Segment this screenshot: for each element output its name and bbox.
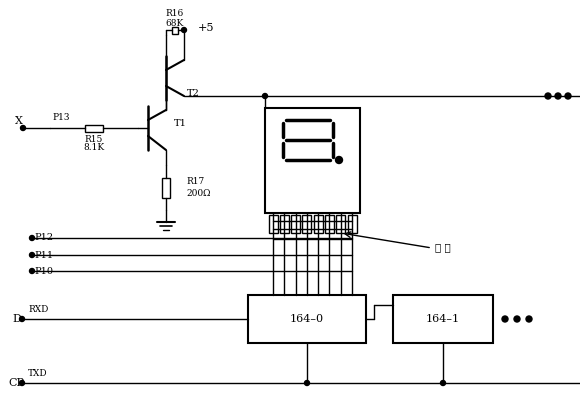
Text: 200Ω: 200Ω (186, 189, 211, 198)
Circle shape (20, 126, 26, 130)
Text: R15: R15 (85, 135, 103, 143)
Bar (302, 215, 311, 233)
Circle shape (555, 93, 561, 99)
Circle shape (263, 93, 267, 99)
Text: P10: P10 (34, 267, 53, 276)
Text: X: X (15, 116, 23, 126)
Text: R16: R16 (166, 10, 184, 19)
Circle shape (30, 269, 34, 274)
Circle shape (182, 27, 187, 32)
Bar (325, 215, 334, 233)
Text: CP: CP (8, 378, 24, 388)
Bar (172, 27, 179, 34)
Text: 164–0: 164–0 (290, 314, 324, 324)
Bar (162, 177, 170, 198)
Bar (291, 215, 300, 233)
Circle shape (514, 316, 520, 322)
Circle shape (30, 252, 34, 257)
Text: R17: R17 (186, 177, 204, 187)
Circle shape (526, 316, 532, 322)
Text: P11: P11 (34, 250, 53, 259)
Circle shape (30, 236, 34, 240)
Text: 68K: 68K (166, 19, 184, 27)
Circle shape (20, 316, 24, 322)
Circle shape (502, 316, 508, 322)
Text: 164–1: 164–1 (426, 314, 460, 324)
Text: 8.1K: 8.1K (84, 143, 104, 152)
Circle shape (545, 93, 551, 99)
Bar (265, 108, 360, 213)
Text: RXD: RXD (28, 305, 48, 314)
Text: +5: +5 (198, 23, 215, 33)
Text: T2: T2 (187, 88, 200, 97)
Text: TXD: TXD (28, 368, 48, 377)
Circle shape (565, 93, 571, 99)
Bar (347, 215, 357, 233)
Text: T1: T1 (174, 118, 187, 128)
Circle shape (335, 156, 343, 164)
Text: P12: P12 (34, 234, 53, 242)
Text: D: D (12, 314, 21, 324)
Circle shape (440, 381, 445, 385)
Bar (280, 215, 289, 233)
Bar (393, 295, 493, 343)
Bar (85, 124, 103, 131)
Circle shape (20, 381, 24, 385)
Bar (269, 215, 277, 233)
Bar (248, 295, 366, 343)
Bar (314, 215, 322, 233)
Circle shape (304, 381, 310, 385)
Text: 键 盘: 键 盘 (435, 244, 451, 252)
Text: P13: P13 (52, 114, 70, 122)
Bar (336, 215, 345, 233)
